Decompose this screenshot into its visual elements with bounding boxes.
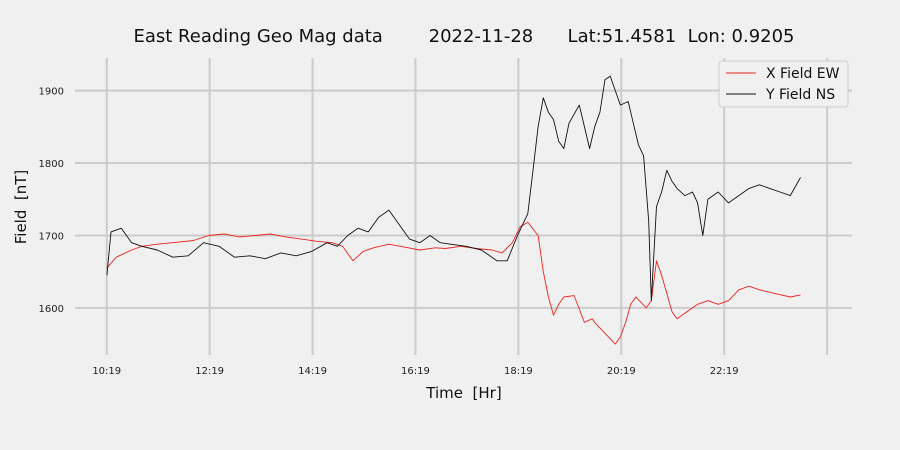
y-tick-label: 1900 <box>39 87 64 98</box>
x-tick-label: 12:19 <box>195 366 224 377</box>
tick-layer: 1600 1700 1800 1900 10:19 12:19 14:19 16:19 18:1… <box>39 87 739 377</box>
x-tick-label: 20:19 <box>607 366 636 377</box>
series-line-x-field-ew <box>106 221 801 345</box>
legend: X Field EW Y Field NS <box>718 60 849 108</box>
x-tick-label: 22:19 <box>710 366 739 377</box>
legend-label-x-field: X Field EW <box>766 66 840 82</box>
x-tick-label: 16:19 <box>401 366 430 377</box>
y-tick-label: 1800 <box>39 159 64 170</box>
x-tick-label: 10:19 <box>92 366 121 377</box>
y-tick-label: 1700 <box>39 231 64 242</box>
chart-title: East Reading Geo Mag data 2022-11-28 Lat… <box>133 26 794 47</box>
y-tick-label: 1600 <box>39 304 64 315</box>
x-tick-label: 14:19 <box>298 366 327 377</box>
series-layer <box>106 75 801 345</box>
y-axis-label: Field [nT] <box>12 170 30 245</box>
x-axis-label: Time [Hr] <box>425 384 501 402</box>
series-line-y-field-ns <box>106 75 801 302</box>
legend-label-y-field: Y Field NS <box>765 87 835 103</box>
x-tick-label: 18:19 <box>504 366 533 377</box>
